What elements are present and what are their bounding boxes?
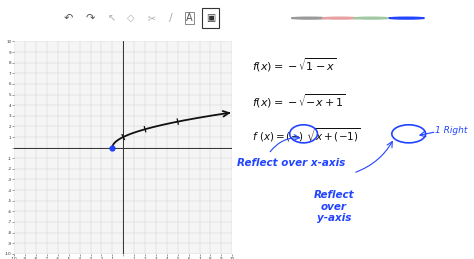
Text: $f(x) = -\sqrt{-x+1}$: $f(x) = -\sqrt{-x+1}$ <box>252 92 346 110</box>
Text: Reflect over x-axis: Reflect over x-axis <box>237 158 346 168</box>
Text: ▣: ▣ <box>206 13 216 23</box>
Text: /: / <box>169 13 173 23</box>
Text: Reflect
over
y-axis: Reflect over y-axis <box>313 190 354 223</box>
Text: ↖: ↖ <box>107 13 116 23</box>
Ellipse shape <box>389 17 424 19</box>
Text: 1 Right: 1 Right <box>435 126 468 135</box>
Text: $f(x) = -\sqrt{1-x}$: $f(x) = -\sqrt{1-x}$ <box>252 56 336 74</box>
Ellipse shape <box>354 17 389 19</box>
Ellipse shape <box>292 17 327 19</box>
Text: ↷: ↷ <box>85 13 95 23</box>
Text: ✂: ✂ <box>147 13 156 23</box>
Text: ◇: ◇ <box>127 13 134 23</box>
Text: $f\ (x) = (-)\ \sqrt{x+(-1)}$: $f\ (x) = (-)\ \sqrt{x+(-1)}$ <box>252 126 360 144</box>
Text: ↶: ↶ <box>64 13 73 23</box>
Text: A: A <box>186 13 193 23</box>
Ellipse shape <box>322 17 357 19</box>
